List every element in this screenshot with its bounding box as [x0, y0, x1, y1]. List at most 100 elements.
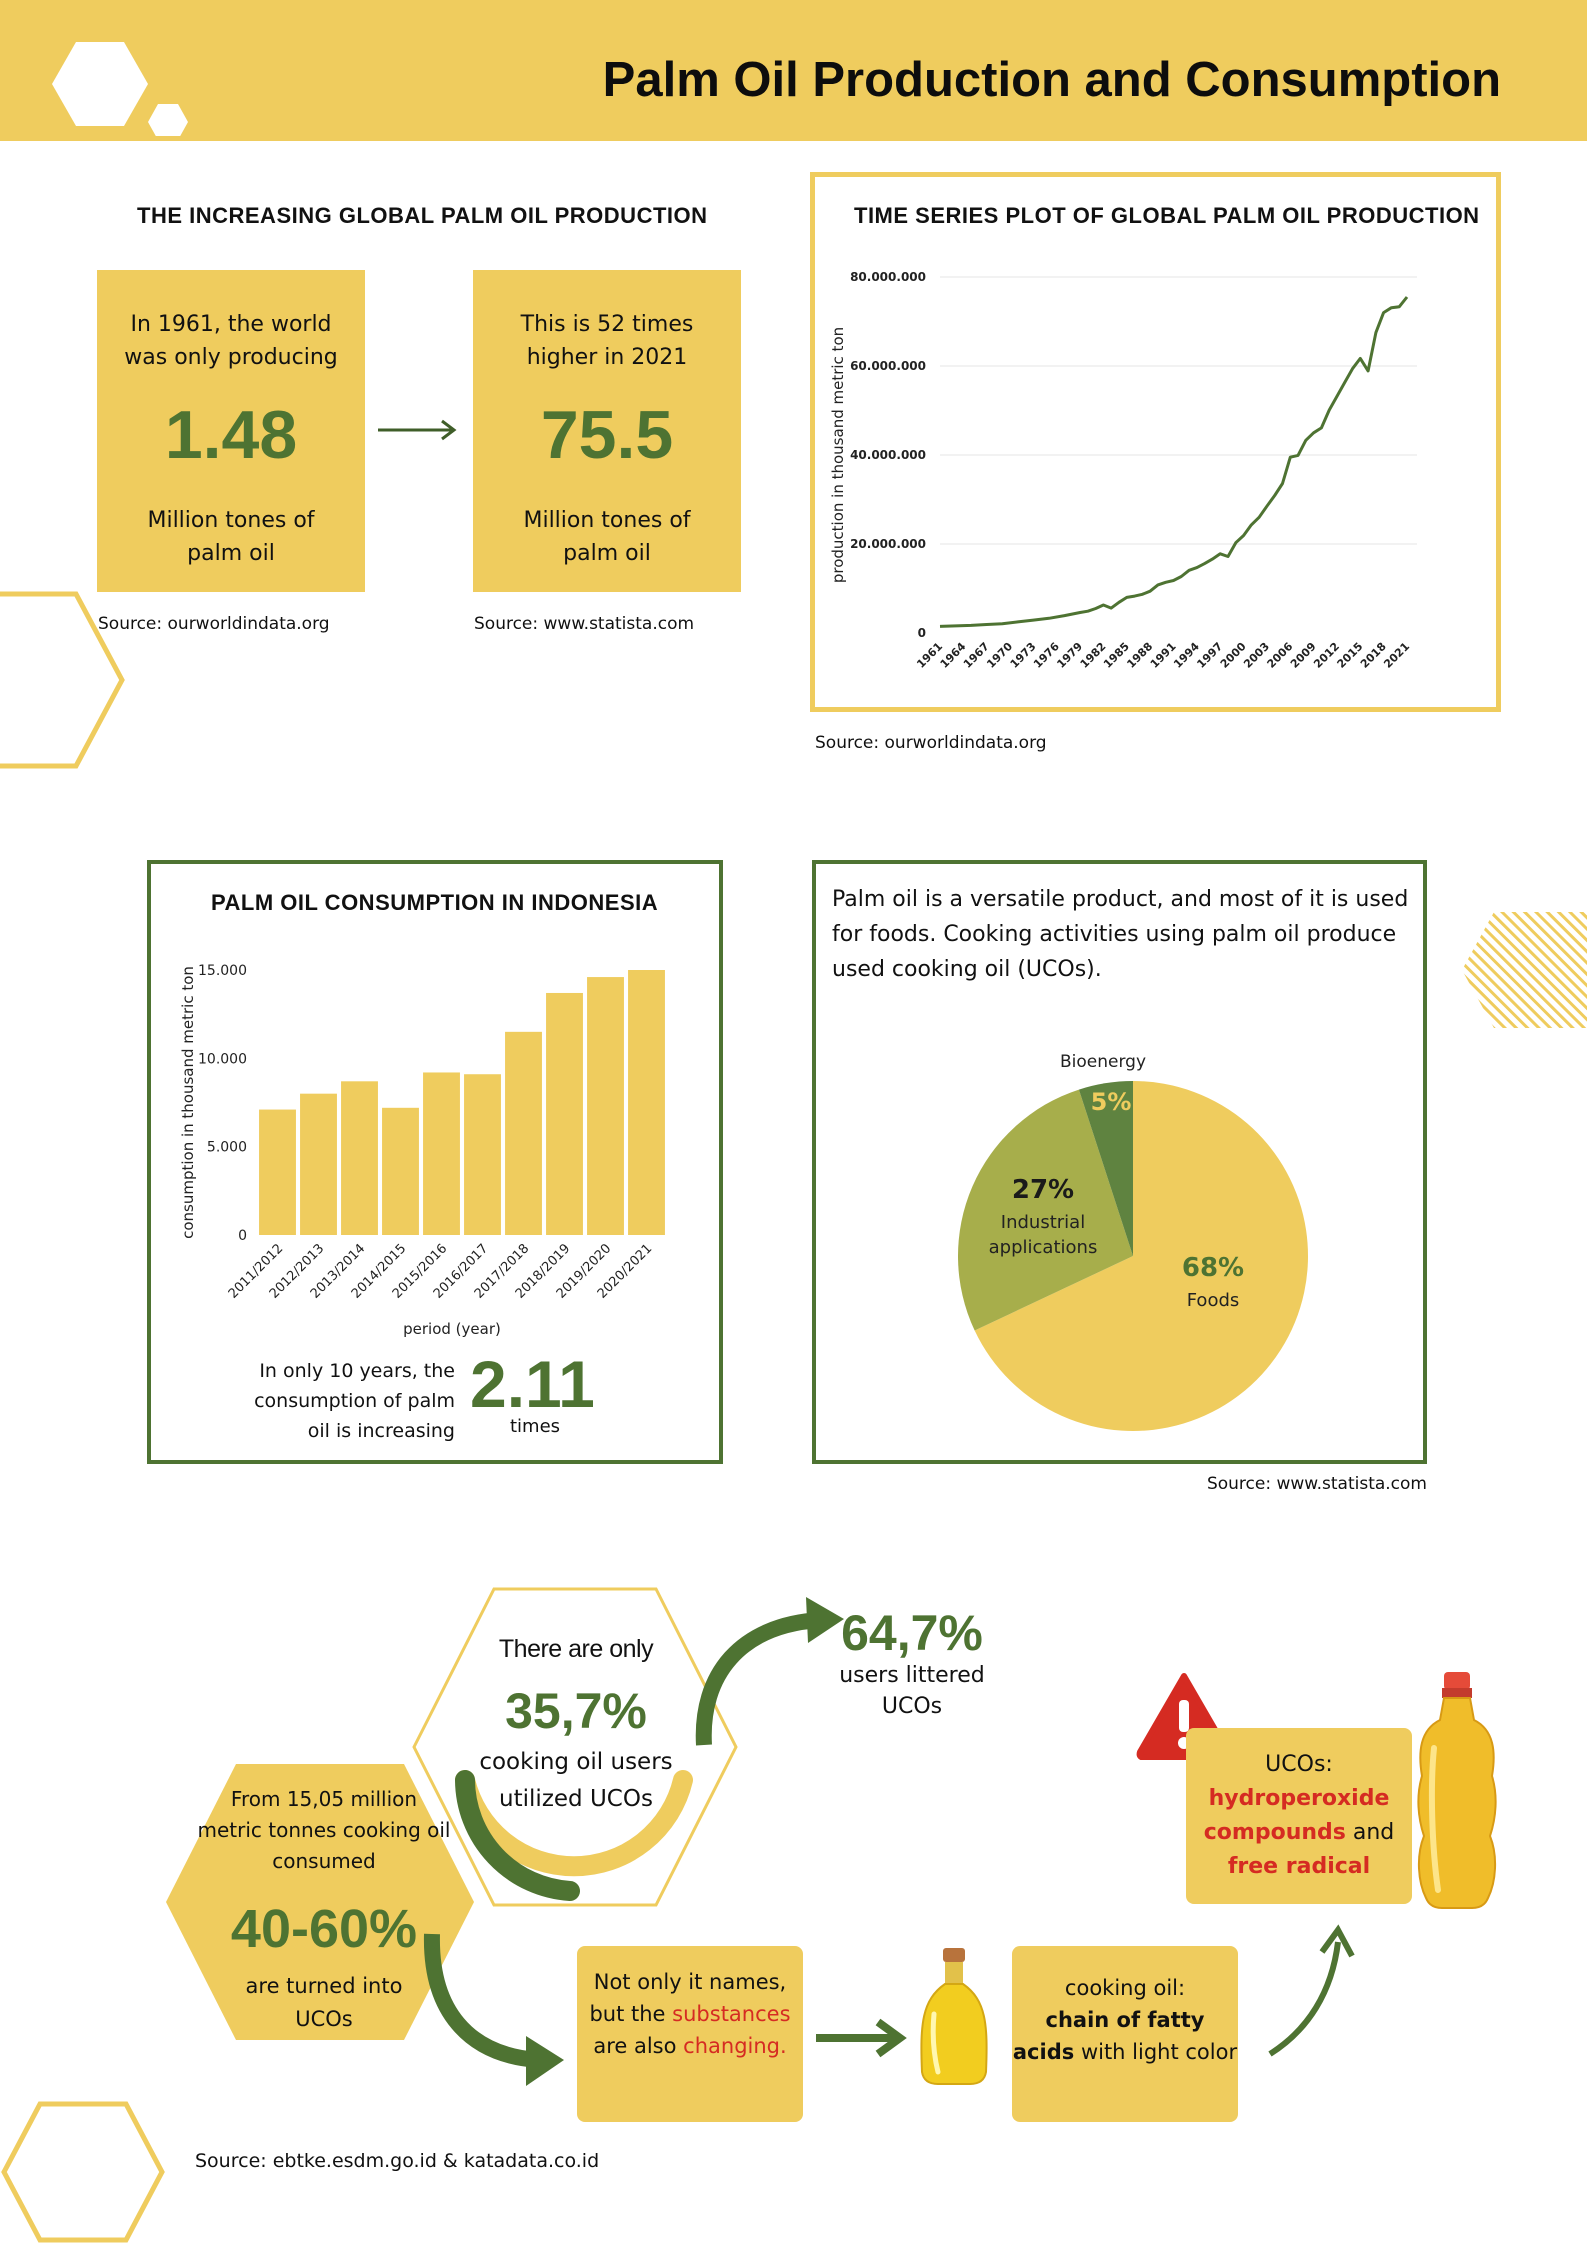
oil-bottle-icon — [920, 1948, 988, 2085]
stat-1961-value: 1.48 — [164, 397, 298, 473]
bar-chart-y-tick: 15.000 — [198, 963, 247, 979]
pie-label-industrial-line2: applications — [989, 1237, 1098, 1258]
uco-text-a: UCOs: — [1265, 1752, 1333, 1777]
line-chart-x-tick: 1961 — [914, 640, 945, 671]
line-chart-x-tick: 2003 — [1241, 640, 1272, 671]
utilized-pct: 35,7% — [505, 1683, 647, 1739]
hexagon-decoration-icon — [52, 42, 188, 136]
line-chart-x-tick: 1991 — [1148, 640, 1179, 671]
pie-chart-slice — [958, 1089, 1133, 1331]
cooking-oil-bottle-icon — [1417, 1672, 1497, 1909]
stat-1961-unit: Million tones of palm oil — [147, 508, 315, 566]
line-chart-x-tick: 2015 — [1335, 640, 1366, 671]
pie-chart-slice — [974, 1081, 1308, 1431]
consumed-hexagon-shape — [166, 1764, 474, 2040]
bar-chart-bar — [587, 977, 624, 1235]
bar-chart-bar — [382, 1107, 419, 1235]
uses-frame — [812, 860, 1427, 1464]
timeseries-title: TIME SERIES PLOT OF GLOBAL PALM OIL PROD… — [854, 203, 1480, 228]
line-chart-x-tick: 1967 — [961, 640, 992, 671]
littered-pct: 64,7% — [841, 1605, 983, 1661]
striped-hexagon-icon — [1462, 912, 1587, 1028]
timeseries-source: Source: ourworldindata.org — [815, 733, 1047, 753]
source-statista: Source: www.statista.com — [474, 614, 695, 634]
consumed-lead: From 15,05 million metric tonnes cooking… — [197, 1787, 451, 1873]
pie-label-industrial-pct: 27% — [1012, 1175, 1074, 1205]
hexagon-outline-icon — [0, 591, 125, 769]
pie-chart: 68% Foods 27% Industrial applications 5% Bioen… — [958, 1052, 1308, 1431]
littered-tail: users littered UCOs — [839, 1663, 985, 1719]
pie-label-bioenergy-pct: 5% — [1091, 1088, 1132, 1116]
bar-chart-y-tick: 10.000 — [198, 1051, 247, 1067]
line-chart-x-tick: 2012 — [1311, 640, 1342, 671]
bar-chart-bar — [423, 1072, 460, 1235]
line-chart-x-tick: 1976 — [1031, 640, 1062, 671]
stat-2021-lead: This is 52 times higher in 2021 — [520, 312, 694, 370]
line-chart-x-tick: 1964 — [938, 640, 969, 671]
cooking-oil-box: cooking oil: chain of fatty acids with l… — [1012, 1946, 1238, 2122]
utilized-hexagon-shape — [412, 1587, 738, 1907]
line-chart-x-tick: 1994 — [1171, 640, 1202, 671]
line-chart-x-tick: 1985 — [1101, 640, 1132, 671]
change-text-b: substances — [672, 2002, 791, 2026]
line-chart-y-tick: 0 — [918, 626, 926, 640]
pie-label-foods-pct: 68% — [1182, 1253, 1244, 1283]
consumption-factor-unit: times — [510, 1416, 561, 1437]
bar-chart-bar — [300, 1093, 337, 1235]
oil-text-a: cooking oil: — [1064, 1976, 1186, 2000]
consumption-title: PALM OIL CONSUMPTION IN INDONESIA — [211, 890, 659, 915]
line-chart-x-tick: 2006 — [1265, 640, 1296, 671]
line-chart-x-tick: 2021 — [1381, 640, 1412, 671]
stat-2021-value: 75.5 — [540, 397, 674, 473]
line-chart-y-label: production in thousand metric ton — [829, 327, 847, 583]
line-chart-x-tick: 1979 — [1054, 640, 1085, 671]
pie-label-industrial-line1: Industrial — [1001, 1212, 1085, 1233]
line-chart-y-tick: 20.000.000 — [850, 537, 926, 551]
line-chart-x-tick: 2000 — [1218, 640, 1249, 671]
line-chart-x-tick: 1997 — [1194, 640, 1225, 671]
bar-chart-bar — [259, 1109, 296, 1235]
consumption-factor: 2.11 — [470, 1347, 595, 1421]
line-chart-series-line — [939, 296, 1409, 628]
stat-2021-unit: Million tones of palm oil — [523, 508, 691, 566]
change-box: Not only it names, but the substances ar… — [577, 1946, 803, 2122]
uco-text-d: free radical — [1227, 1854, 1371, 1879]
bar-chart-y-tick: 0 — [238, 1228, 247, 1244]
line-chart-x-tick: 1982 — [1078, 640, 1109, 671]
bar-chart-bar — [628, 970, 665, 1235]
stat-1961-lead: In 1961, the world was only producing — [124, 312, 338, 370]
line-chart-y-tick: 40.000.000 — [850, 448, 926, 462]
curved-arrow-up-icon — [695, 1597, 844, 1746]
utilized-tail: cooking oil users utilized UCOs — [479, 1749, 673, 1812]
production-title: THE INCREASING GLOBAL PALM OIL PRODUCTIO… — [137, 203, 708, 228]
line-chart-x-tick: 1988 — [1124, 640, 1155, 671]
change-text-d: changing. — [683, 2034, 787, 2058]
uses-source: Source: www.statista.com — [1206, 1474, 1427, 1494]
line-chart-y-tick: 60.000.000 — [850, 359, 926, 373]
bar-chart-bar — [464, 1074, 501, 1235]
line-chart-x-tick: 2009 — [1288, 640, 1319, 671]
line-chart-x-tick: 2018 — [1358, 640, 1389, 671]
change-text-c: are also — [593, 2034, 677, 2058]
bar-chart-bar — [505, 1031, 542, 1235]
bar-chart-y-tick: 5.000 — [207, 1140, 247, 1156]
page-title: Palm Oil Production and Consumption — [602, 53, 1501, 107]
change-text-a: Not only it names, but the — [589, 1970, 787, 2026]
consumed-pct: 40-60% — [230, 1899, 418, 1959]
uco-text-c: and — [1352, 1820, 1395, 1845]
line-chart-x-tick: 1970 — [984, 640, 1015, 671]
source-ourworldindata: Source: ourworldindata.org — [98, 614, 330, 634]
consumption-note: In only 10 years, the consumption of pal… — [254, 1360, 455, 1442]
flow-source: Source: ebtke.esdm.go.id & katadata.co.i… — [195, 2150, 600, 2172]
timeseries-frame — [810, 172, 1501, 712]
oil-text-b: chain of fatty acids — [1012, 2008, 1205, 2064]
pie-chart-slice — [1078, 1081, 1133, 1256]
bar-chart-bar — [546, 992, 583, 1235]
pie-label-foods: Foods — [1187, 1290, 1240, 1311]
arrow-up-right-icon — [1268, 1924, 1355, 2057]
header-banner — [0, 0, 1587, 141]
stat-box-2021: This is 52 times higher in 2021 75.5 Mil… — [473, 270, 741, 592]
line-chart-y-tick: 80.000.000 — [850, 270, 926, 284]
bar-chart-x-label: period (year) — [403, 1320, 501, 1338]
